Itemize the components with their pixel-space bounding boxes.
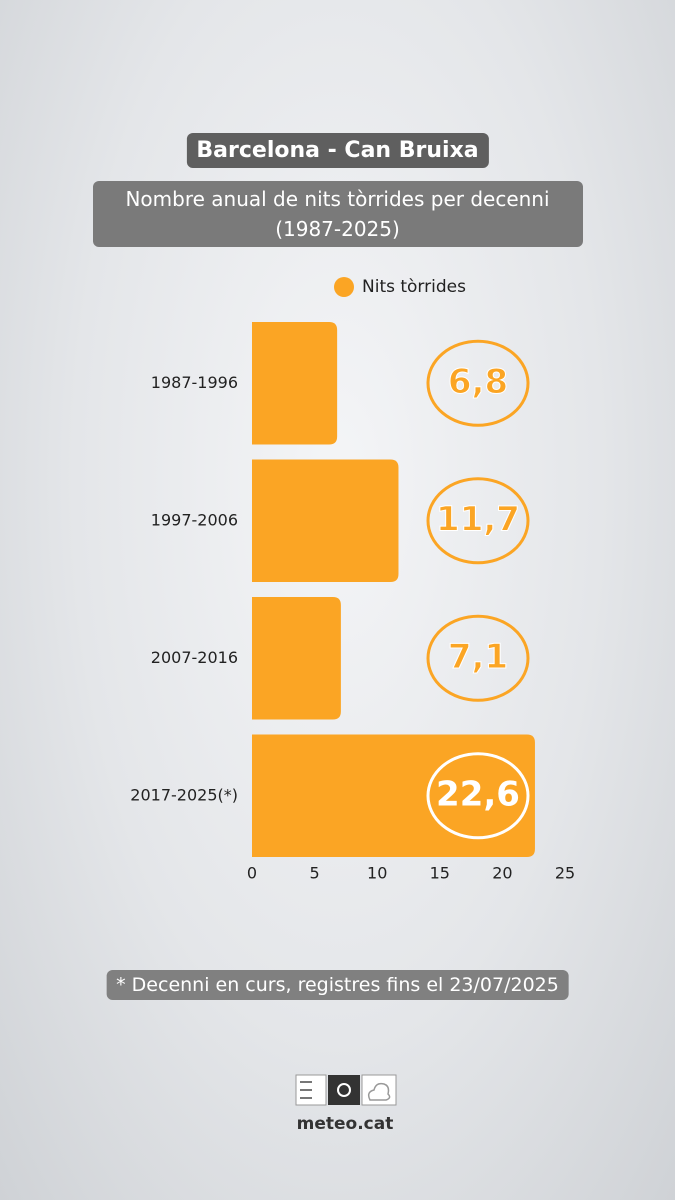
logo-text: meteo.cat (297, 1114, 394, 1134)
subtitle: Nombre anual de nits tòrrides per decenn… (92, 181, 583, 247)
x-tick-label: 10 (367, 864, 387, 883)
bar (252, 322, 338, 445)
x-tick-label: 5 (310, 864, 320, 883)
footnote: * Decenni en curs, registres fins el 23/… (106, 970, 569, 1000)
y-tick-label: 1987-1996 (151, 373, 238, 392)
value-label: 11,7 (436, 499, 520, 539)
x-tick-label: 20 (492, 864, 512, 883)
bar (252, 597, 341, 720)
label-circle (426, 614, 530, 702)
title: Barcelona - Can Bruixa (186, 133, 489, 168)
label-circle (426, 339, 530, 427)
legend-label: Nits tòrrides (362, 277, 466, 297)
y-tick-label: 1997-2006 (151, 510, 238, 529)
label-circle (426, 477, 530, 565)
x-tick-label: 0 (247, 864, 257, 883)
logo-icon (295, 1074, 397, 1106)
bar (252, 459, 399, 582)
legend-swatch (334, 277, 354, 297)
bar (252, 734, 535, 857)
value-label: 22,6 (436, 774, 520, 814)
label-circle (426, 752, 530, 840)
y-tick-label: 2017-2025(*) (130, 785, 238, 804)
value-label: 6,8 (448, 362, 508, 402)
value-label: 7,1 (448, 637, 508, 677)
x-tick-label: 15 (430, 864, 450, 883)
x-tick-label: 25 (555, 864, 575, 883)
y-tick-label: 2007-2016 (151, 648, 238, 667)
